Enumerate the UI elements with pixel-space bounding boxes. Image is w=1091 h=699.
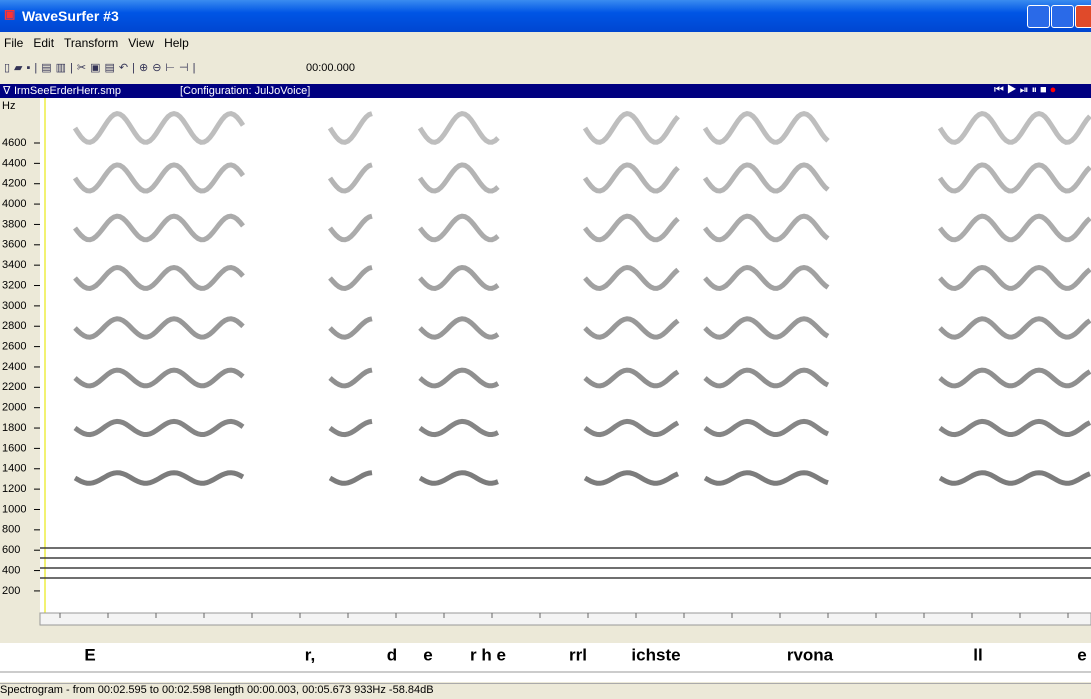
y-tick-label: 200 xyxy=(2,585,20,597)
y-tick-label: 2400 xyxy=(2,361,26,373)
app-icon: ▣ xyxy=(4,7,15,21)
transcription-label: e xyxy=(423,645,432,664)
maximize-button[interactable] xyxy=(1051,5,1074,28)
window-title: WaveSurfer #3 xyxy=(22,8,119,24)
y-tick-label: 3200 xyxy=(2,279,26,291)
status-bar: Spectrogram - from 00:02.595 to 00:02.59… xyxy=(0,683,1091,699)
y-tick-label: 4400 xyxy=(2,157,26,169)
close-button[interactable] xyxy=(1075,5,1091,28)
y-tick-label: 1800 xyxy=(2,422,26,434)
menu-item[interactable]: Help xyxy=(164,36,189,50)
y-tick-label: 4000 xyxy=(2,198,26,210)
y-tick-label: 3600 xyxy=(2,239,26,251)
app-window: ▣ WaveSurfer #3 File Edit Transform View Hel… xyxy=(0,0,1091,698)
configuration: [Configuration: JulJoVoice] xyxy=(180,85,310,97)
transcription-label: rvona xyxy=(787,645,834,664)
y-tick-label: 1200 xyxy=(2,483,26,495)
transcription-label: e xyxy=(1077,645,1086,664)
y-tick-label: 2200 xyxy=(2,381,26,393)
title-bar: ▣ WaveSurfer #3 xyxy=(0,0,1091,32)
time-display: 00:00.000 xyxy=(306,62,355,74)
y-tick-label: 4600 xyxy=(2,137,26,149)
y-tick-label: 3800 xyxy=(2,218,26,230)
transcription-label: E xyxy=(84,645,95,664)
y-tick-label: 4200 xyxy=(2,178,26,190)
y-tick-label: 600 xyxy=(2,544,20,556)
toolbar: ▯▰▪|▤▥|✂▣▤↶|⊕⊖⊢⊣| 00:00.000 xyxy=(0,58,1091,80)
toolbar-icons[interactable]: ▯▰▪|▤▥|✂▣▤↶|⊕⊖⊢⊣| xyxy=(4,61,199,74)
menu-item[interactable]: File xyxy=(4,36,23,50)
transcription-label: d xyxy=(387,645,397,664)
playback-controls[interactable]: ⏮▶⏯⏸■● xyxy=(994,84,1059,97)
time-ruler xyxy=(40,613,1091,625)
transcription-label: ichste xyxy=(631,645,680,664)
y-tick-label: 800 xyxy=(2,524,20,536)
transcription-label: rrl xyxy=(569,645,587,664)
transcription-pane xyxy=(0,643,1091,682)
y-tick-label: 1000 xyxy=(2,503,26,515)
y-tick-label: 3000 xyxy=(2,300,26,312)
pane-header: ∇ IrmSeeErderHerr.smp [Configuration: Ju… xyxy=(0,84,1091,98)
y-tick-label: 2000 xyxy=(2,402,26,414)
y-tick-label: 1400 xyxy=(2,463,26,475)
menu-bar: File Edit Transform View Help xyxy=(0,36,195,56)
file-name: IrmSeeErderHerr.smp xyxy=(14,85,121,97)
pane-toggle[interactable]: ∇ xyxy=(3,84,10,97)
minimize-button[interactable] xyxy=(1027,5,1050,28)
transcription-label: r h e xyxy=(470,645,506,664)
axis-unit: Hz xyxy=(2,100,15,112)
y-tick-label: 1600 xyxy=(2,442,26,454)
spectrogram-pane: Hz 4600 4400 4200 4000 3800 3600 3400 3200 3000 2… xyxy=(0,98,1091,682)
menu-item[interactable]: Transform xyxy=(64,36,118,50)
y-tick-label: 2800 xyxy=(2,320,26,332)
transcription-label: r, xyxy=(305,645,315,664)
y-tick-label: 400 xyxy=(2,564,20,576)
menu-item[interactable]: View xyxy=(128,36,154,50)
transcription-label: ll xyxy=(973,645,982,664)
y-tick-label: 3400 xyxy=(2,259,26,271)
spectrogram xyxy=(40,98,1091,613)
y-tick-label: 2600 xyxy=(2,341,26,353)
menu-item[interactable]: Edit xyxy=(33,36,54,50)
status-text: Spectrogram - from 00:02.595 to 00:02.59… xyxy=(0,684,434,696)
